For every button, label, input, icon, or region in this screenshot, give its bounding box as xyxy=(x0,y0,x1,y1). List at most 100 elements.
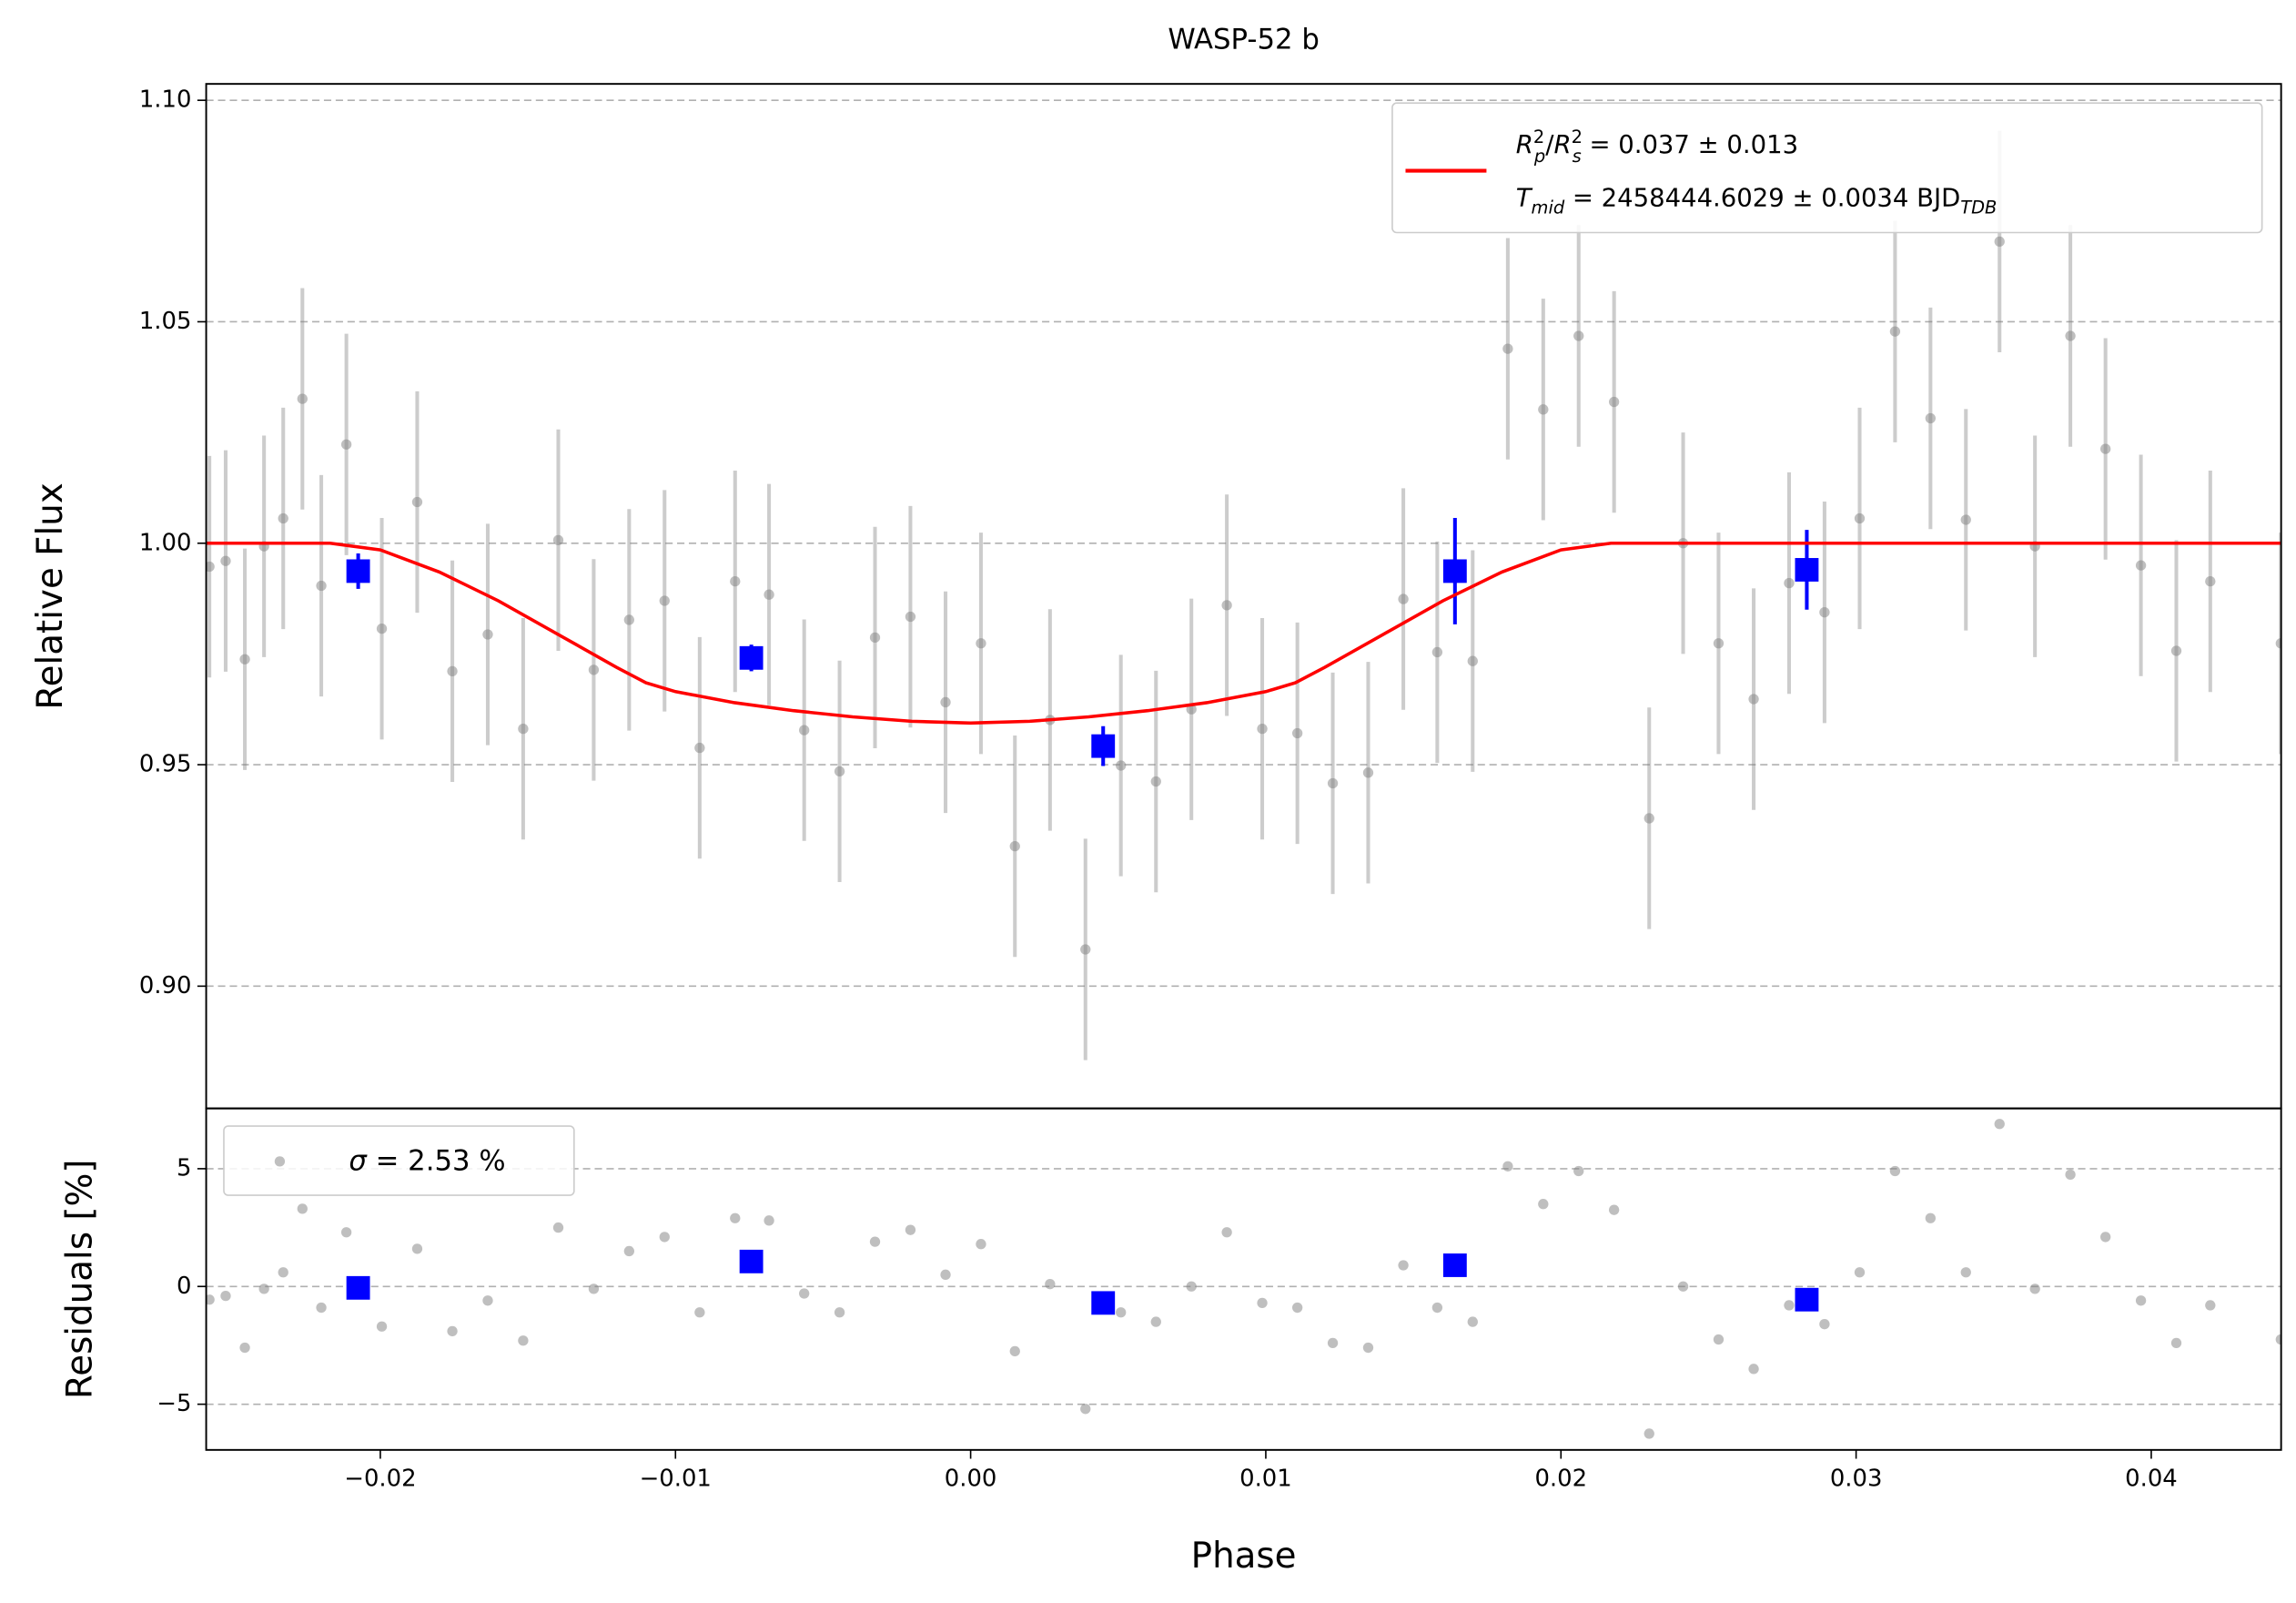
legend-text: R xyxy=(1553,130,1571,159)
y-tick-label: 5 xyxy=(177,1154,191,1182)
legend-text: 2 xyxy=(1572,127,1583,147)
data-point xyxy=(297,1203,308,1214)
legend-text: = 2458444.6029 ± 0.0034 BJD xyxy=(1564,183,1960,212)
x-tick-label: 0.03 xyxy=(1830,1466,1883,1493)
binned-point xyxy=(739,1249,764,1273)
data-point xyxy=(1644,1428,1654,1439)
data-point xyxy=(1713,1334,1725,1345)
data-point xyxy=(623,614,635,625)
data-point xyxy=(1009,840,1020,852)
legend-marker xyxy=(274,1156,286,1167)
data-point xyxy=(1994,1119,2005,1130)
data-point xyxy=(2029,1283,2040,1294)
data-point xyxy=(2065,1169,2076,1181)
data-point xyxy=(1854,512,1866,524)
data-point xyxy=(316,580,327,592)
data-point xyxy=(1431,1302,1443,1314)
legend-box xyxy=(1391,102,2263,234)
legend-text: R xyxy=(1516,130,1533,159)
data-point xyxy=(1362,767,1374,778)
data-point xyxy=(1398,1260,1409,1271)
binned-point xyxy=(346,559,370,583)
data-point xyxy=(340,1227,352,1238)
binned-point xyxy=(1091,734,1116,758)
x-tick-label: −0.01 xyxy=(640,1466,712,1493)
y-tick-label: 0.90 xyxy=(139,972,192,999)
data-point xyxy=(694,742,705,754)
y-tick-label: 1.00 xyxy=(139,529,192,556)
data-point xyxy=(1819,1319,1830,1330)
data-point xyxy=(1327,1337,1339,1349)
data-point xyxy=(905,611,916,623)
data-point xyxy=(2205,575,2216,587)
data-point xyxy=(220,555,231,566)
x-tick-label: 0.00 xyxy=(945,1466,997,1493)
data-point xyxy=(206,1294,215,1305)
legend-text: p xyxy=(1533,146,1545,167)
data-point xyxy=(2065,330,2076,341)
binned-point xyxy=(739,645,764,670)
data-point xyxy=(1713,638,1725,649)
data-point xyxy=(1291,1302,1303,1314)
data-point xyxy=(1362,1342,1374,1354)
data-point xyxy=(1150,1316,1161,1327)
x-axis-label: Phase xyxy=(1191,1536,1297,1577)
data-point xyxy=(1257,1297,1268,1309)
data-point xyxy=(1291,727,1303,739)
legend-label: Tmid = 2458444.6029 ± 0.0034 BJDTDB xyxy=(1516,183,1998,218)
data-point xyxy=(2135,1295,2147,1306)
data-point xyxy=(411,1243,423,1254)
legend-text: 2 xyxy=(1533,127,1544,147)
data-point xyxy=(552,1222,564,1233)
data-point xyxy=(1925,1212,1936,1223)
legend: R2 p/R2 s = 0.037 ± 0.013 Tmid = 2458444.6… xyxy=(223,102,2263,1196)
data-point xyxy=(1398,594,1409,604)
data-point xyxy=(659,1232,670,1243)
legend-text: σ xyxy=(349,1145,368,1178)
data-point xyxy=(258,1283,269,1294)
chart-title: WASP-52 b xyxy=(1168,23,1320,56)
binned-point xyxy=(346,1275,370,1300)
x-tick-label: −0.02 xyxy=(344,1466,416,1493)
main-frame xyxy=(205,83,2282,1110)
data-point xyxy=(1009,1345,1020,1357)
x-tick-label: 0.02 xyxy=(1534,1466,1587,1493)
legend-text: / xyxy=(1545,130,1554,159)
data-point xyxy=(1080,944,1091,955)
data-point xyxy=(1538,404,1549,415)
data-point xyxy=(1221,600,1232,611)
data-point xyxy=(1854,1267,1866,1278)
data-point xyxy=(940,696,951,708)
data-point xyxy=(447,665,458,677)
data-point xyxy=(1960,1267,1971,1278)
data-point xyxy=(2100,443,2111,454)
data-point xyxy=(1186,704,1197,715)
main-plot xyxy=(206,99,2281,1060)
data-point xyxy=(799,1288,810,1299)
data-point xyxy=(1573,1165,1584,1177)
data-point xyxy=(1889,1165,1901,1177)
data-point xyxy=(206,561,215,573)
data-point xyxy=(1502,343,1513,354)
data-point xyxy=(976,1239,986,1250)
data-point xyxy=(1608,1204,1620,1215)
data-point xyxy=(1889,326,1901,337)
data-point xyxy=(316,1302,327,1314)
data-point xyxy=(239,654,250,665)
data-point xyxy=(1467,655,1478,666)
data-point xyxy=(552,534,564,546)
data-point xyxy=(518,1335,529,1346)
data-point xyxy=(1748,694,1759,705)
y-axis-label: Relative Flux xyxy=(30,482,71,709)
y-tick-label: 0.95 xyxy=(139,751,192,778)
data-point xyxy=(869,632,881,644)
data-point xyxy=(1467,1316,1478,1327)
data-point xyxy=(2170,1337,2182,1349)
legend-text: = 0.037 ± 0.013 xyxy=(1582,130,1798,159)
data-point xyxy=(482,629,493,640)
data-point xyxy=(1221,1227,1232,1238)
data-point xyxy=(730,1212,741,1223)
data-point xyxy=(940,1269,951,1280)
